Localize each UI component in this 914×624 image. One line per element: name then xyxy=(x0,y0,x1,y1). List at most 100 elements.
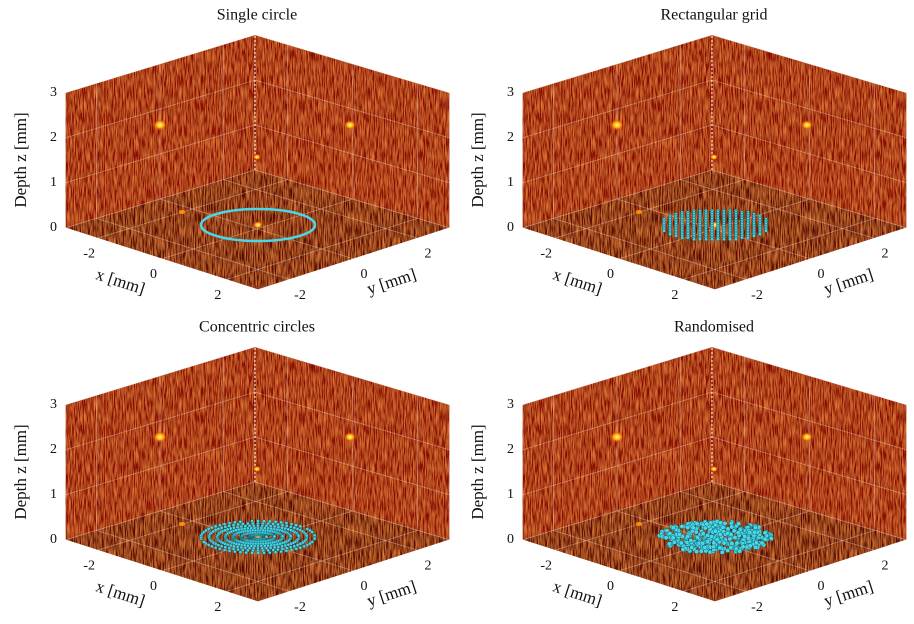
z-tick-label: 0 xyxy=(50,220,57,235)
sensor xyxy=(733,535,737,539)
hot-spot xyxy=(610,119,624,130)
panel: 0123-202-202RandomisedDepth z [mm]x [mm]… xyxy=(468,319,907,615)
hot-spot xyxy=(179,522,185,526)
sensor xyxy=(722,541,726,545)
sensor xyxy=(290,522,293,525)
y-axis-label: y [mm] xyxy=(822,265,876,299)
panel-title: Rectangular grid xyxy=(660,7,767,24)
figure: 0 1 2 3 -2 0 2 -2 0 2 Single circle Depth z [mm] x [… xyxy=(0,0,914,624)
sensor xyxy=(276,548,279,551)
sensor xyxy=(704,238,707,241)
hot-spot xyxy=(344,432,356,442)
sensor xyxy=(690,545,694,549)
sensor xyxy=(677,532,681,536)
x-axis-label: x [mm] xyxy=(551,265,605,299)
sensor xyxy=(281,535,284,538)
sensor xyxy=(239,551,242,554)
sensor xyxy=(703,545,707,549)
y-tick-label: 2 xyxy=(882,559,889,574)
hot-spot xyxy=(610,431,624,442)
panel-title: Single circle xyxy=(217,7,297,24)
sensor xyxy=(313,534,316,537)
sensor xyxy=(752,234,755,237)
hot-spot xyxy=(253,154,261,160)
sensor xyxy=(701,531,705,535)
sensor xyxy=(748,544,752,548)
z-tick-label: 0 xyxy=(507,532,514,547)
sensor xyxy=(763,537,767,541)
sensor xyxy=(718,546,722,550)
hot-spot xyxy=(801,120,813,130)
sensor xyxy=(769,536,773,540)
sensor xyxy=(730,541,734,545)
sensor xyxy=(732,529,736,533)
sensor xyxy=(214,546,217,549)
sensor xyxy=(671,536,675,540)
z-tick-label: 1 xyxy=(50,487,57,502)
sensor xyxy=(299,525,302,528)
sensor xyxy=(262,519,265,522)
sensor xyxy=(276,523,279,526)
sensor xyxy=(256,551,259,554)
sensor xyxy=(228,522,231,525)
sensor xyxy=(668,233,671,236)
y-axis-label: y [mm] xyxy=(365,577,419,611)
y-tick-label: 2 xyxy=(882,247,889,262)
sensor xyxy=(746,236,749,239)
sensor xyxy=(667,542,671,546)
z-tick-label: 2 xyxy=(50,442,57,457)
x-tick-label: -2 xyxy=(83,247,95,262)
sensor xyxy=(218,524,221,527)
panel-title: Concentric circles xyxy=(199,319,315,336)
x-tick-label: -2 xyxy=(83,559,95,574)
sensor xyxy=(705,539,709,543)
sensor xyxy=(730,525,734,529)
x-tick-label: -2 xyxy=(540,559,552,574)
sensor xyxy=(689,538,693,542)
sensor xyxy=(685,534,689,538)
sensor xyxy=(662,229,665,232)
x-tick-label: 0 xyxy=(607,267,614,282)
sensor xyxy=(305,534,308,537)
sensor xyxy=(764,229,767,232)
sensor xyxy=(287,543,290,546)
sensor xyxy=(729,532,733,536)
sensor xyxy=(716,238,719,241)
panel: 0123-202-202Concentric circlesDepth z [m… xyxy=(11,319,450,615)
sensor xyxy=(280,521,283,524)
y-tick-label: -2 xyxy=(294,288,306,303)
sensor xyxy=(306,543,309,546)
sensor xyxy=(721,525,725,529)
z-axis-label: Depth z [mm] xyxy=(11,424,30,519)
sensor xyxy=(723,521,727,525)
sensor xyxy=(274,551,277,554)
sensor xyxy=(728,537,732,541)
y-axis-label: y [mm] xyxy=(822,577,876,611)
z-tick-label: 1 xyxy=(507,175,514,190)
sensor xyxy=(736,531,740,535)
sensor xyxy=(313,537,316,540)
sensor xyxy=(686,236,689,239)
sensor xyxy=(737,549,741,553)
x-axis-label: x [mm] xyxy=(551,577,605,611)
z-tick-label: 2 xyxy=(507,130,514,145)
x-tick-label: -2 xyxy=(540,247,552,262)
sensor xyxy=(217,527,220,530)
sensor xyxy=(223,548,226,551)
sensor xyxy=(674,234,677,237)
sensor xyxy=(207,527,210,530)
sensor xyxy=(728,238,731,241)
x-axis-label: x [mm] xyxy=(94,265,148,299)
y-tick-label: -2 xyxy=(751,600,763,615)
z-tick-label: 3 xyxy=(50,85,57,100)
sensor xyxy=(664,535,668,539)
sensor xyxy=(679,541,683,545)
z-axis-label: Depth z [mm] xyxy=(11,112,30,207)
hot-spot xyxy=(636,210,642,214)
sensor xyxy=(202,540,205,543)
sensor xyxy=(246,522,249,525)
sensor xyxy=(285,549,288,552)
sensor xyxy=(299,546,302,549)
sensor xyxy=(741,545,745,549)
z-tick-label: 1 xyxy=(50,175,57,190)
